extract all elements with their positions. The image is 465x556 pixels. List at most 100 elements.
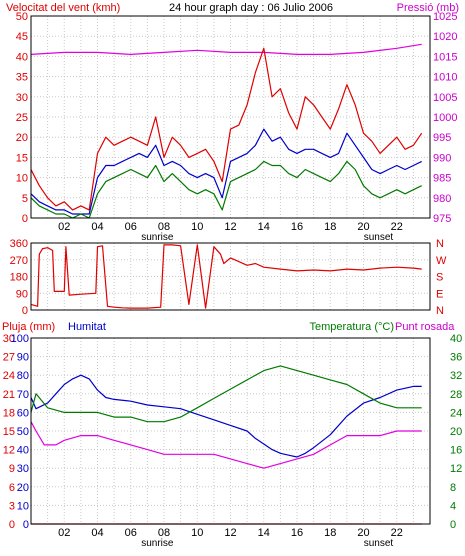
wind-x-tick-14: 14	[258, 221, 270, 233]
humidity-y-tick-40: 40	[17, 445, 29, 457]
direction-y-tick-180: 180	[10, 272, 28, 284]
hum-sunrise-label: sunrise	[141, 538, 174, 549]
humidity-y-tick-0: 0	[23, 519, 29, 531]
humidity-y-tick-70: 70	[17, 389, 29, 401]
direction-series	[30, 244, 422, 309]
wind-speed-title: Velocitat del vent (kmh)	[6, 2, 120, 14]
rain-title: Pluja (mm)	[2, 321, 55, 333]
pressure-y-tick-1025: 1025	[433, 11, 457, 23]
wind-y-tick-30: 30	[16, 92, 28, 104]
rain-y-tick-9: 9	[9, 463, 15, 475]
pressure-y-tick-1000: 1000	[433, 112, 457, 124]
hum-sunset-label: sunset	[364, 538, 394, 549]
wind-y-tick-15: 15	[16, 152, 28, 164]
direction-plot-frame	[30, 242, 431, 311]
wind-x-tick-04: 04	[91, 221, 103, 233]
humidity-plot-frame	[30, 337, 431, 525]
hum-x-tick-22: 22	[391, 527, 403, 539]
temperature-title: Temperatura (°C)	[310, 321, 394, 333]
temperature-y-tick-8: 8	[450, 482, 456, 494]
wind-y-tick-45: 45	[16, 31, 28, 43]
pressure-y-tick-1015: 1015	[433, 51, 457, 63]
humidity-y-tick-60: 60	[17, 407, 29, 419]
wind-x-tick-10: 10	[191, 221, 203, 233]
rain-y-tick-12: 12	[3, 445, 15, 457]
hum-x-tick-08: 08	[158, 527, 170, 539]
humidity-y-tick-20: 20	[17, 482, 29, 494]
direction-y-tick-360: 360	[10, 238, 28, 250]
pressure-y-tick-1010: 1010	[433, 72, 457, 84]
humidity-y-tick-30: 30	[17, 463, 29, 475]
temperature-y-tick-40: 40	[450, 333, 462, 345]
pressure-y-tick-985: 985	[433, 173, 451, 185]
compass-label-4: N	[436, 305, 444, 317]
hum-series-green	[30, 365, 422, 423]
temperature-y-tick-28: 28	[450, 389, 462, 401]
wind-y-tick-40: 40	[16, 51, 28, 63]
pressure-y-tick-990: 990	[433, 152, 451, 164]
hum-x-tick-06: 06	[125, 527, 137, 539]
rain-y-tick-18: 18	[3, 407, 15, 419]
humidity-y-tick-50: 50	[17, 426, 29, 438]
wind-series-magenta	[30, 43, 422, 56]
rain-y-tick-3: 3	[9, 500, 15, 512]
hum-x-tick-02: 02	[58, 527, 70, 539]
wind-x-tick-08: 08	[158, 221, 170, 233]
hum-series-blue	[30, 374, 422, 458]
wind-series-red	[30, 47, 423, 211]
wind-x-tick-18: 18	[324, 221, 336, 233]
pressure-y-tick-995: 995	[433, 132, 451, 144]
graph-date-title: 24 hour graph day : 06 Julio 2006	[169, 2, 333, 14]
wind-y-tick-5: 5	[22, 193, 28, 205]
compass-label-2: S	[436, 272, 443, 284]
humidity-y-tick-100: 100	[11, 333, 29, 345]
rain-y-tick-6: 6	[9, 482, 15, 494]
pressure-title: Pressió (mb)	[397, 2, 459, 14]
wind-x-tick-12: 12	[224, 221, 236, 233]
wind-x-tick-06: 06	[125, 221, 137, 233]
humidity-y-tick-10: 10	[17, 500, 29, 512]
pressure-y-tick-1020: 1020	[433, 31, 457, 43]
wind-x-tick-16: 16	[291, 221, 303, 233]
hum-x-tick-16: 16	[291, 527, 303, 539]
hum-x-tick-14: 14	[258, 527, 270, 539]
wind-y-tick-20: 20	[16, 132, 28, 144]
humidity-y-tick-90: 90	[17, 352, 29, 364]
wind-series-green	[30, 160, 422, 219]
compass-label-0: N	[436, 238, 444, 250]
hum-series-magenta	[30, 421, 422, 469]
temperature-y-tick-16: 16	[450, 445, 462, 457]
wind-series-blue	[30, 128, 422, 215]
wind-y-tick-50: 50	[16, 11, 28, 23]
pressure-y-tick-975: 975	[433, 213, 451, 225]
wind-y-tick-25: 25	[16, 112, 28, 124]
rain-y-tick-21: 21	[3, 389, 15, 401]
direction-y-tick-0: 0	[22, 305, 28, 317]
compass-label-3: E	[436, 288, 443, 300]
rain-y-tick-24: 24	[3, 370, 15, 382]
wind-y-tick-35: 35	[16, 72, 28, 84]
rain-y-tick-15: 15	[3, 426, 15, 438]
hum-x-tick-04: 04	[91, 527, 103, 539]
wind-y-tick-10: 10	[16, 173, 28, 185]
wind-plot-frame	[30, 15, 431, 219]
humidity-y-tick-80: 80	[17, 370, 29, 382]
hum-x-tick-20: 20	[357, 527, 369, 539]
hum-x-tick-12: 12	[224, 527, 236, 539]
humidity-title: Humitat	[68, 321, 106, 333]
hum-x-tick-18: 18	[324, 527, 336, 539]
pressure-y-tick-980: 980	[433, 193, 451, 205]
rain-y-tick-27: 27	[3, 352, 15, 364]
wind-x-tick-20: 20	[357, 221, 369, 233]
temperature-y-tick-36: 36	[450, 352, 462, 364]
direction-y-tick-90: 90	[16, 288, 28, 300]
pressure-y-tick-1005: 1005	[433, 92, 457, 104]
temperature-y-tick-20: 20	[450, 426, 462, 438]
direction-y-tick-270: 270	[10, 255, 28, 267]
temperature-y-tick-12: 12	[450, 463, 462, 475]
wind-x-tick-22: 22	[391, 221, 403, 233]
wind-sunrise-label: sunrise	[141, 232, 174, 243]
rain-y-tick-30: 30	[3, 333, 15, 345]
